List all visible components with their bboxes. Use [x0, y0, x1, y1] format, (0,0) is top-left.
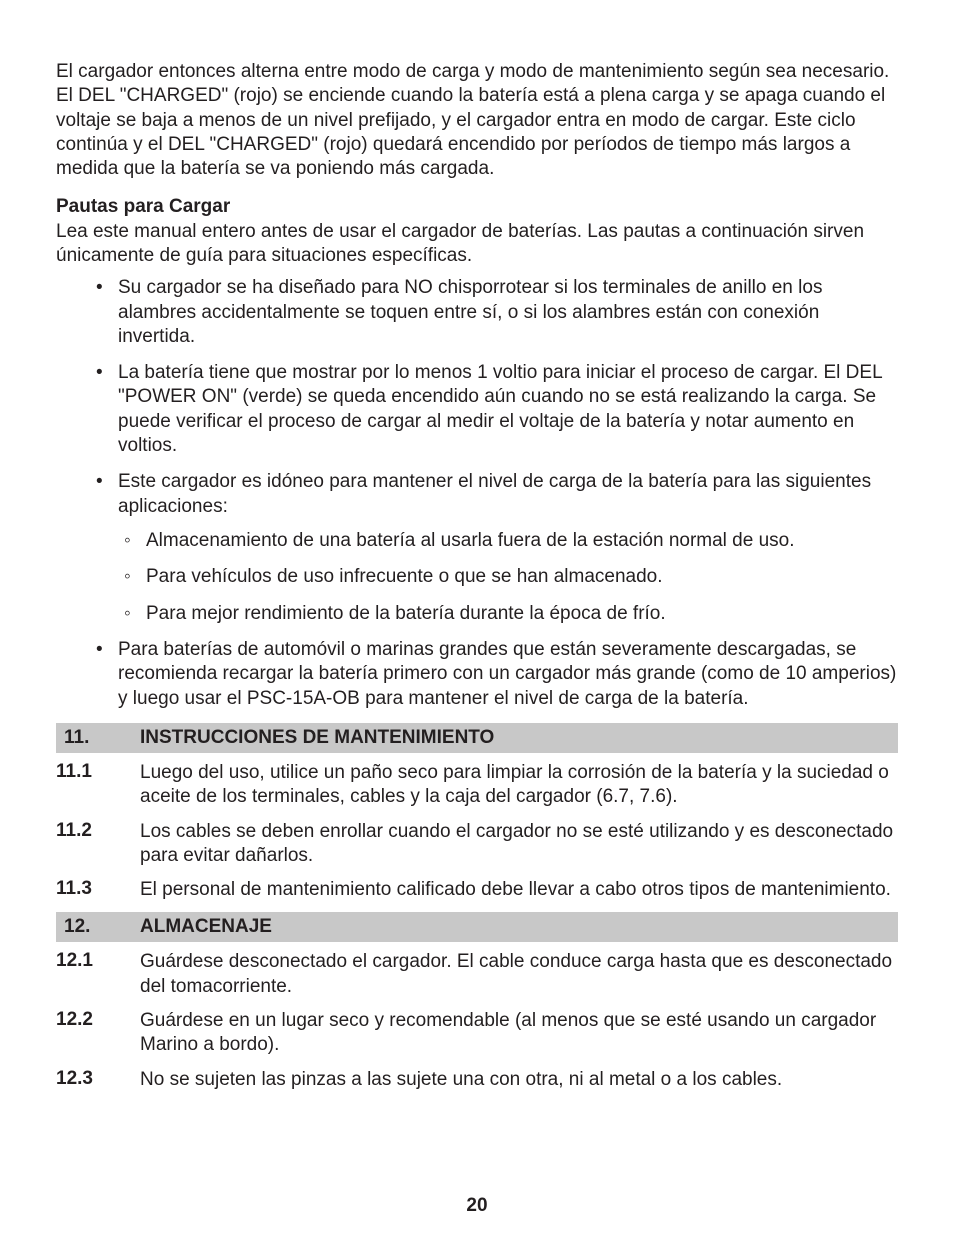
item-text: Guárdese desconectado el cargador. El ca…	[140, 950, 898, 999]
page-number: 20	[0, 1195, 954, 1217]
section-11-bar: 11. INSTRUCCIONES DE MANTENIMIENTO	[56, 723, 898, 753]
section-12-num: 12.	[64, 916, 140, 938]
section-11-title: INSTRUCCIONES DE MANTENIMIENTO	[140, 727, 494, 749]
item-num: 12.2	[56, 1009, 140, 1058]
section-12-title: ALMACENAJE	[140, 916, 272, 938]
item-num: 11.3	[56, 878, 140, 902]
sub-bullet-item: Para mejor rendimiento de la batería dur…	[118, 602, 898, 626]
item-num: 12.1	[56, 950, 140, 999]
section-12-bar: 12. ALMACENAJE	[56, 912, 898, 942]
bullet-item: La batería tiene que mostrar por lo meno…	[56, 361, 898, 458]
intro-paragraph: El cargador entonces alterna entre modo …	[56, 60, 898, 182]
item-text: El personal de mantenimiento calificado …	[140, 878, 898, 902]
item-text: Los cables se deben enrollar cuando el c…	[140, 820, 898, 869]
sub-bullet-item: Para vehículos de uso infrecuente o que …	[118, 565, 898, 589]
document-page: El cargador entonces alterna entre modo …	[0, 0, 954, 1235]
pautas-intro: Lea este manual entero antes de usar el …	[56, 220, 898, 269]
pautas-bullet-list: Su cargador se ha diseñado para NO chisp…	[56, 276, 898, 711]
item-num: 12.3	[56, 1068, 140, 1092]
numbered-item: 12.1 Guárdese desconectado el cargador. …	[56, 950, 898, 999]
item-text: Guárdese en un lugar seco y recomendable…	[140, 1009, 898, 1058]
numbered-item: 11.3 El personal de mantenimiento califi…	[56, 878, 898, 902]
pautas-sub-list: Almacenamiento de una batería al usarla …	[118, 529, 898, 626]
item-text: No se sujeten las pinzas a las sujete un…	[140, 1068, 898, 1092]
item-num: 11.1	[56, 761, 140, 810]
bullet-item: Este cargador es idóneo para mantener el…	[56, 470, 898, 626]
bullet-item: Para baterías de automóvil o marinas gra…	[56, 638, 898, 711]
bullet-item-text: Este cargador es idóneo para mantener el…	[118, 471, 871, 516]
numbered-item: 11.1 Luego del uso, utilice un paño seco…	[56, 761, 898, 810]
section-11-num: 11.	[64, 727, 140, 749]
numbered-item: 12.3 No se sujeten las pinzas a las suje…	[56, 1068, 898, 1092]
bullet-item: Su cargador se ha diseñado para NO chisp…	[56, 276, 898, 349]
sub-bullet-item: Almacenamiento de una batería al usarla …	[118, 529, 898, 553]
numbered-item: 11.2 Los cables se deben enrollar cuando…	[56, 820, 898, 869]
pautas-heading: Pautas para Cargar	[56, 196, 898, 218]
item-text: Luego del uso, utilice un paño seco para…	[140, 761, 898, 810]
item-num: 11.2	[56, 820, 140, 869]
numbered-item: 12.2 Guárdese en un lugar seco y recomen…	[56, 1009, 898, 1058]
pautas-block: Pautas para Cargar Lea este manual enter…	[56, 196, 898, 711]
